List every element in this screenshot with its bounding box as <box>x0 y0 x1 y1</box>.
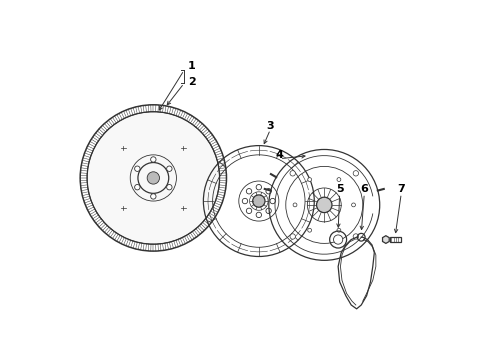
Text: 5: 5 <box>336 184 343 194</box>
Bar <box>390 237 400 242</box>
Circle shape <box>150 157 156 162</box>
Circle shape <box>87 112 220 244</box>
Polygon shape <box>383 236 389 243</box>
Circle shape <box>167 184 172 190</box>
Text: 7: 7 <box>397 184 405 194</box>
Circle shape <box>293 203 297 207</box>
Circle shape <box>167 166 172 171</box>
Circle shape <box>317 197 332 213</box>
Circle shape <box>135 166 140 171</box>
Circle shape <box>353 171 359 176</box>
Circle shape <box>352 203 355 207</box>
Circle shape <box>150 194 156 199</box>
Circle shape <box>135 184 140 190</box>
Circle shape <box>290 171 295 176</box>
Circle shape <box>337 228 341 232</box>
Circle shape <box>290 234 295 239</box>
Circle shape <box>337 177 341 181</box>
Circle shape <box>353 234 359 239</box>
Text: 6: 6 <box>360 184 368 194</box>
Text: 4: 4 <box>276 150 284 160</box>
Circle shape <box>308 228 312 232</box>
Text: 3: 3 <box>267 121 274 131</box>
Text: 1: 1 <box>188 61 196 71</box>
Circle shape <box>147 172 160 184</box>
Circle shape <box>253 195 265 207</box>
Circle shape <box>334 235 343 244</box>
Text: 2: 2 <box>188 77 196 87</box>
Circle shape <box>308 177 312 181</box>
